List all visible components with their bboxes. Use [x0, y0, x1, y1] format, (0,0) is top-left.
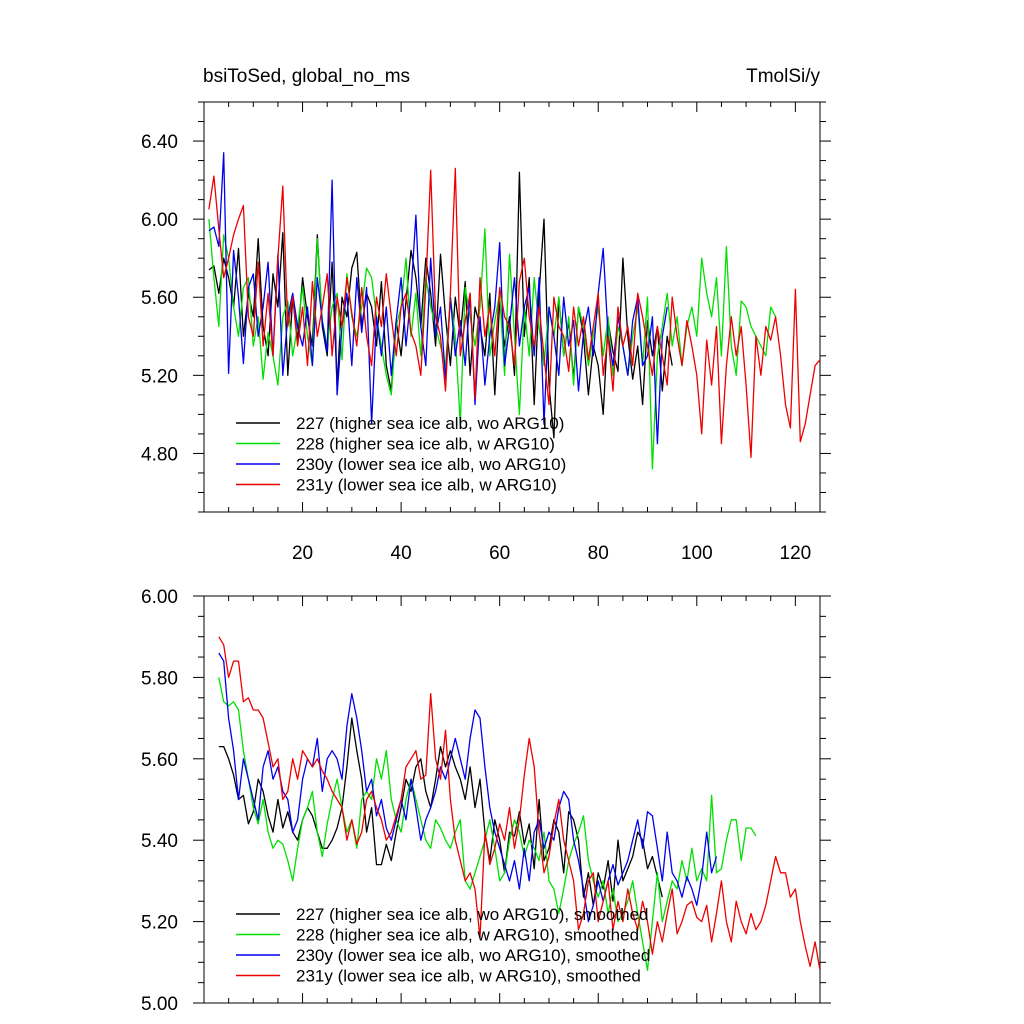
legend-label: 228 (higher sea ice alb, w ARG10) [296, 435, 555, 454]
y-tick-label: 6.40 [141, 132, 178, 153]
legend-label: 228 (higher sea ice alb, w ARG10), smoot… [296, 926, 639, 945]
x-tick-label: 20 [292, 543, 313, 564]
y-tick-label: 6.00 [141, 210, 178, 231]
legend-label: 230y (lower sea ice alb, wo ARG10) [296, 455, 566, 474]
series-line-227 [218, 717, 663, 906]
series-line-230y [218, 652, 718, 923]
y-tick-label: 4.80 [141, 444, 178, 465]
legend-label: 230y (lower sea ice alb, wo ARG10), smoo… [296, 946, 650, 965]
series-group [208, 152, 820, 470]
legend: 227 (higher sea ice alb, wo ARG10) 228 (h… [236, 414, 566, 495]
x-tick-label: 120 [780, 543, 812, 564]
series-line-231y [218, 636, 820, 971]
legend: 227 (higher sea ice alb, wo ARG10), smoo… [236, 905, 650, 986]
y-tick-label: 5.20 [141, 366, 178, 387]
y-tick-label: 5.00 [141, 994, 178, 1015]
top-panel: 4.80 5.20 5.60 6.00 6.40 20 40 60 80 100 120 227 (h… [141, 101, 831, 564]
series-group [218, 636, 820, 972]
legend-label: 231y (lower sea ice alb, w ARG10) [296, 476, 557, 495]
series-line-230y [208, 152, 668, 445]
series-line-227 [208, 171, 673, 439]
plot-title-units: TmolSi/y [746, 66, 820, 87]
x-tick-label: 100 [681, 543, 713, 564]
y-tick-label: 6.00 [141, 587, 178, 608]
bottom-panel: 5.00 5.20 5.40 5.60 5.80 6.00 227 (higher sea … [141, 587, 831, 1015]
series-line-228 [218, 677, 757, 972]
axis-ticks [193, 101, 831, 513]
x-tick-label: 80 [588, 543, 609, 564]
legend-label: 227 (higher sea ice alb, wo ARG10) [296, 414, 564, 433]
x-tick-label: 60 [489, 543, 510, 564]
y-tick-label: 5.80 [141, 668, 178, 689]
plot-frame [203, 101, 821, 513]
y-tick-label: 5.60 [141, 750, 178, 771]
legend-label: 231y (lower sea ice alb, w ARG10), smoot… [296, 967, 641, 986]
legend-label: 227 (higher sea ice alb, wo ARG10), smoo… [296, 905, 648, 924]
y-tick-label: 5.20 [141, 913, 178, 934]
x-tick-label: 40 [391, 543, 412, 564]
plot-title-left: bsiToSed, global_no_ms [203, 66, 410, 87]
series-line-231y [208, 167, 820, 458]
axis-ticks [193, 595, 831, 1004]
y-tick-label: 5.40 [141, 831, 178, 852]
y-tick-label: 5.60 [141, 288, 178, 309]
